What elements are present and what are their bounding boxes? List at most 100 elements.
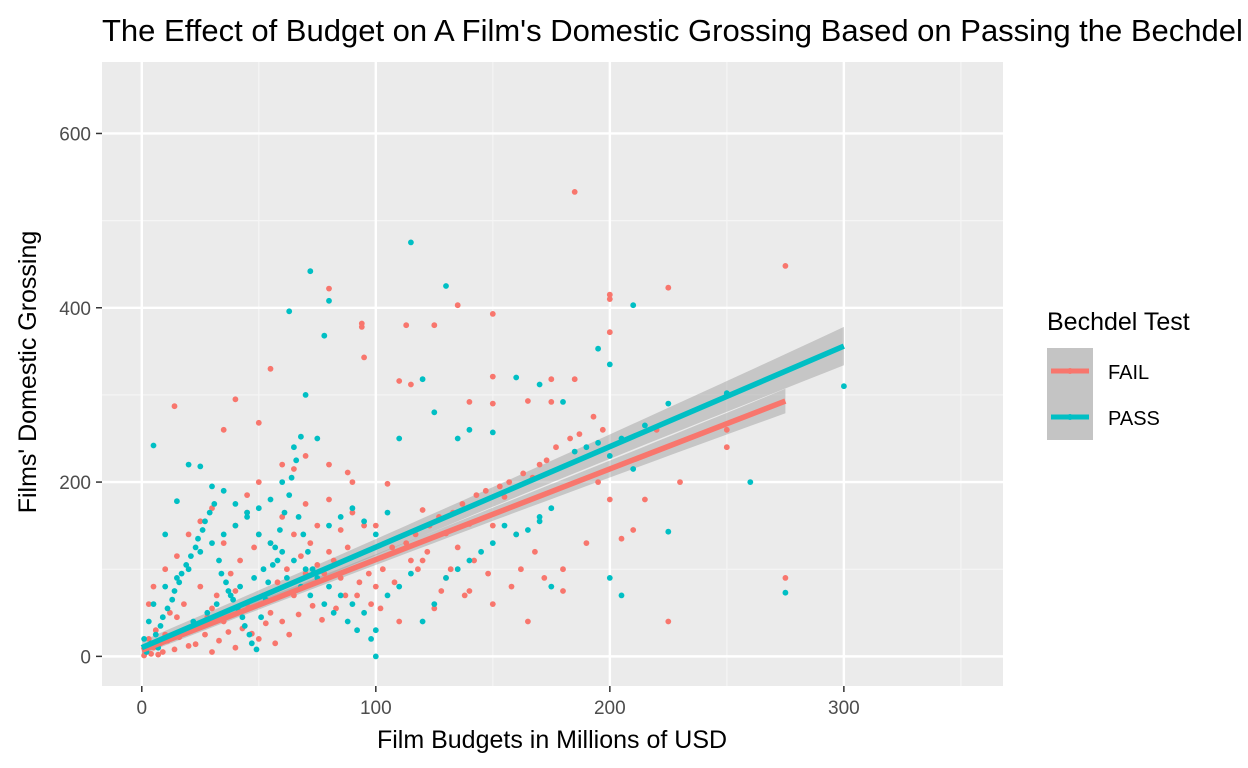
point-pass — [216, 557, 222, 564]
point-pass — [321, 332, 328, 339]
point-pass — [443, 283, 449, 289]
plot-panel — [102, 62, 1003, 686]
point-pass — [454, 435, 461, 442]
x-tick-label: 300 — [828, 698, 860, 719]
point-pass — [419, 376, 426, 383]
point-pass — [571, 448, 578, 455]
point-pass — [548, 505, 555, 512]
point-pass — [286, 308, 293, 315]
point-pass — [548, 583, 555, 590]
point-fail — [782, 575, 789, 581]
point-fail — [630, 527, 637, 533]
y-tick-label: 600 — [59, 124, 91, 145]
point-fail — [567, 435, 573, 442]
point-fail — [267, 365, 274, 372]
point-fail — [723, 426, 730, 433]
legend: Bechdel Test FAIL PASS — [1047, 308, 1190, 440]
point-fail — [298, 553, 304, 559]
point-pass — [419, 618, 426, 625]
point-pass — [443, 575, 449, 581]
point-pass — [241, 623, 248, 629]
point-fail — [159, 649, 166, 655]
point-pass — [330, 609, 337, 616]
point-pass — [230, 596, 237, 603]
point-fail — [489, 373, 496, 380]
point-pass — [197, 463, 204, 470]
x-tick-label: 100 — [360, 698, 392, 719]
x-tick-label: 200 — [594, 698, 626, 719]
y-tick-label: 0 — [80, 647, 91, 668]
point-pass — [171, 588, 178, 594]
point-pass — [618, 592, 625, 599]
point-pass — [302, 566, 309, 573]
point-fail — [723, 444, 730, 451]
legend-label-fail: FAIL — [1108, 362, 1149, 384]
point-pass — [206, 509, 213, 516]
point-fail — [314, 522, 321, 529]
point-pass — [232, 501, 239, 507]
trend-lines — [140, 343, 845, 653]
point-pass — [220, 531, 227, 538]
point-pass — [248, 640, 255, 647]
point-pass — [606, 575, 613, 581]
point-pass — [349, 601, 356, 607]
point-pass — [431, 409, 438, 416]
point-pass — [408, 570, 414, 577]
chart-title: The Effect of Budget on A Film's Domesti… — [102, 13, 1248, 48]
x-axis-title: Film Budgets in Millions of USD — [377, 726, 727, 754]
point-fail — [171, 403, 178, 410]
point-pass — [291, 557, 297, 564]
point-pass — [145, 618, 152, 625]
point-pass — [251, 575, 257, 581]
point-fail — [279, 618, 286, 625]
point-fail — [599, 426, 606, 433]
point-pass — [185, 461, 192, 468]
point-pass — [298, 433, 304, 440]
point-fail — [389, 544, 396, 551]
point-fail — [543, 457, 550, 464]
point-fail — [354, 592, 360, 599]
point-pass — [466, 426, 473, 433]
point-fail — [167, 609, 173, 616]
point-fail — [473, 492, 480, 498]
point-fail — [225, 629, 232, 635]
major-gridlines — [102, 62, 1003, 686]
point-fail — [349, 509, 356, 516]
point-pass — [314, 435, 321, 442]
point-pass — [536, 518, 543, 525]
point-fail — [174, 614, 180, 621]
point-fail — [571, 376, 578, 383]
point-fail — [232, 588, 239, 594]
point-fail — [220, 540, 227, 546]
point-fail — [209, 505, 215, 512]
point-fail — [220, 426, 227, 433]
point-pass — [286, 492, 293, 498]
point-pass — [164, 605, 171, 612]
point-pass — [396, 435, 403, 442]
point-pass — [141, 636, 148, 642]
point-fail — [471, 557, 477, 564]
point-fail — [525, 398, 531, 404]
point-pass — [513, 531, 520, 538]
point-pass — [536, 514, 543, 520]
point-pass — [489, 429, 496, 436]
point-pass — [176, 579, 183, 586]
point-fail — [677, 479, 683, 485]
point-fail — [447, 566, 454, 573]
point-pass — [225, 588, 232, 594]
point-pass — [337, 514, 344, 520]
point-fail — [590, 413, 597, 420]
point-fail — [518, 566, 524, 573]
data-points — [141, 189, 847, 660]
point-pass — [408, 239, 414, 246]
point-fail — [431, 322, 438, 329]
point-fail — [361, 354, 367, 361]
point-fail — [232, 644, 239, 651]
point-fail — [396, 618, 403, 625]
point-pass — [267, 540, 274, 546]
point-fail — [307, 540, 314, 546]
point-pass — [199, 527, 206, 533]
point-pass — [513, 374, 520, 381]
point-pass — [372, 531, 379, 538]
point-fail — [403, 322, 410, 329]
